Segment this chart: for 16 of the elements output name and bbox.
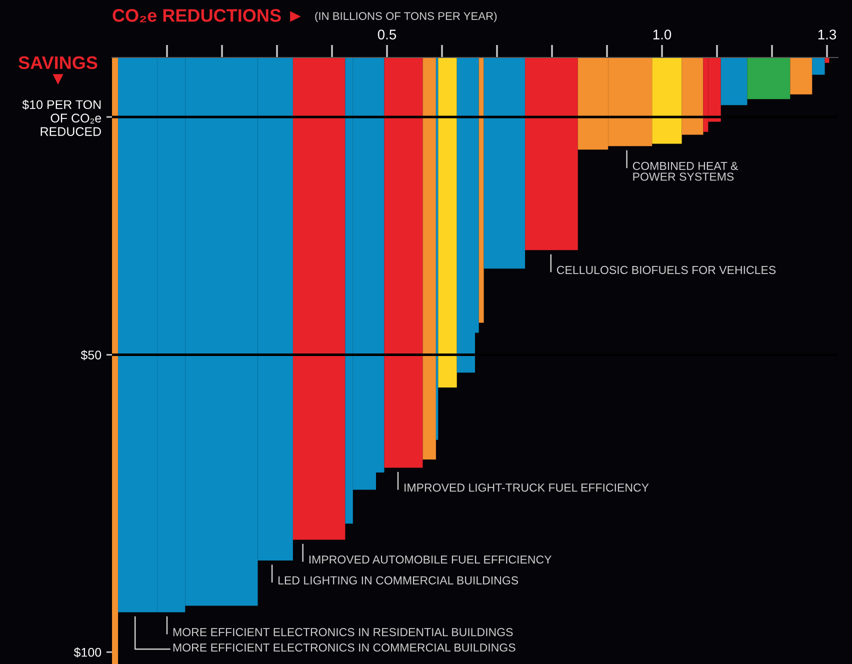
y-tick-label: $10 PER TON OF CO₂e REDUCED bbox=[22, 100, 102, 136]
x-axis-title: CO₂e REDUCTIONS ► bbox=[112, 9, 301, 22]
annotation: LED LIGHTING IN COMMERCIAL BUILDINGS bbox=[278, 576, 518, 584]
annotation: MORE EFFICIENT ELECTRONICS IN RESIDENTIAL BUILDINGS bbox=[173, 628, 513, 636]
annotation: MORE EFFICIENT ELECTRONICS IN COMMERCIAL BUILDINGS bbox=[173, 643, 516, 652]
annotation: IMPROVED LIGHT-TRUCK FUEL EFFICIENCY bbox=[404, 484, 649, 492]
y-tick-label: $100 bbox=[74, 647, 102, 658]
annotation: CELLULOSIC BIOFUELS FOR VEHICLES bbox=[556, 266, 776, 274]
x-tick-label: 1.0 bbox=[653, 30, 672, 40]
y-axis-title: SAVINGS ▼ bbox=[18, 56, 98, 85]
x-tick-label: 0.5 bbox=[378, 30, 396, 40]
annotation: IMPROVED AUTOMOBILE FUEL EFFICIENCY bbox=[309, 555, 552, 564]
annotation: COMBINED HEAT & POWER SYSTEMS bbox=[632, 162, 738, 181]
x-tick-label: 1.3 bbox=[818, 30, 836, 40]
chart-subtitle: (IN BILLIONS OF TONS PER YEAR) bbox=[315, 12, 497, 22]
y-tick-label: $50 bbox=[80, 350, 102, 360]
